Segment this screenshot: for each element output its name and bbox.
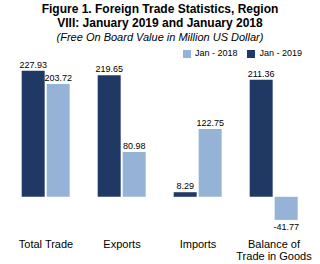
- svg-text:203.72: 203.72: [44, 73, 72, 83]
- html-text:Jan - 2018: Jan - 2018: [194, 48, 238, 58]
- html-text:Jan - 2019: Jan - 2019: [259, 48, 302, 58]
- svg-text:219.65: 219.65: [95, 64, 123, 74]
- svg-text:227.93: 227.93: [19, 60, 47, 70]
- svg-text:Exports: Exports: [103, 238, 141, 250]
- svg-text:8.29: 8.29: [176, 181, 194, 191]
- svg-text:-41.77: -41.77: [273, 222, 299, 232]
- svg-text:122.75: 122.75: [196, 118, 224, 128]
- svg-text:Balance ofTrade in Goods: Balance ofTrade in Goods: [236, 238, 312, 262]
- svg-text:Imports: Imports: [180, 238, 217, 250]
- svg-text:80.98: 80.98: [123, 141, 146, 151]
- svg-text:Total Trade: Total Trade: [19, 238, 73, 250]
- html-text:(Free On Board Value in Millio: (Free On Board Value in Million US Dolla…: [56, 31, 264, 43]
- svg-text:211.36: 211.36: [248, 69, 275, 79]
- html-text:Figure 1. Foreign Trade Statis: Figure 1. Foreign Trade Statistics, Regi…: [41, 2, 279, 30]
